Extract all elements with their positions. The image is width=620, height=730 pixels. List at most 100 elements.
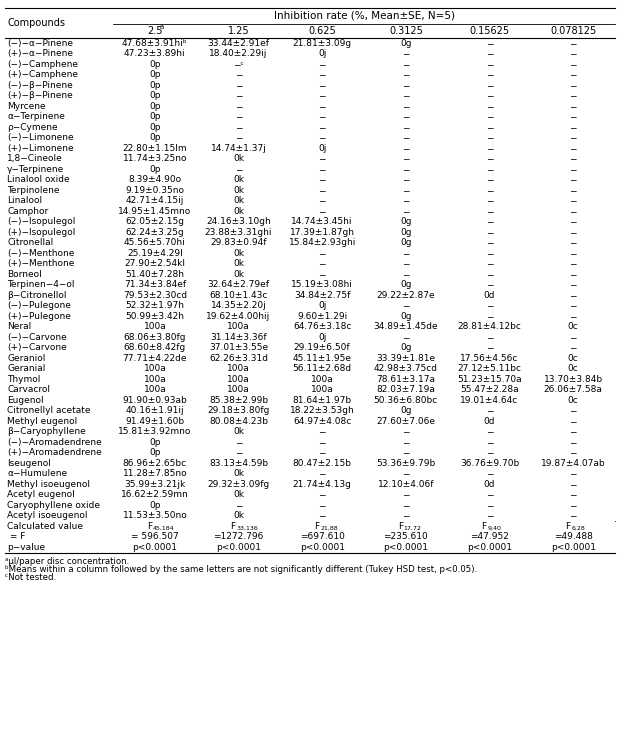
Text: 40.16±1.91ij: 40.16±1.91ij bbox=[125, 407, 184, 415]
Text: −: − bbox=[235, 123, 242, 131]
Text: −: − bbox=[235, 501, 242, 510]
Text: 34.84±2.75f: 34.84±2.75f bbox=[294, 291, 350, 300]
Text: −: − bbox=[485, 438, 494, 447]
Text: 0k: 0k bbox=[233, 259, 244, 268]
Text: Linalool oxide: Linalool oxide bbox=[7, 175, 69, 184]
Text: 0d: 0d bbox=[484, 291, 495, 300]
Text: Methyl eugenol: Methyl eugenol bbox=[7, 417, 78, 426]
Text: −: − bbox=[569, 134, 577, 142]
Text: 100a: 100a bbox=[227, 374, 250, 384]
Text: 100a: 100a bbox=[227, 322, 250, 331]
Text: −: − bbox=[319, 101, 326, 111]
Text: =49.488: =49.488 bbox=[554, 532, 593, 541]
Text: 32.64±2.79ef: 32.64±2.79ef bbox=[208, 280, 270, 289]
Text: 0.078125: 0.078125 bbox=[550, 26, 596, 36]
Text: F: F bbox=[314, 522, 319, 531]
Text: F45,184: F45,184 bbox=[136, 522, 173, 531]
Text: = 596.507: = 596.507 bbox=[131, 532, 179, 541]
Text: 100a: 100a bbox=[143, 385, 166, 394]
Text: −: − bbox=[319, 112, 326, 121]
Text: Compounds: Compounds bbox=[7, 18, 65, 28]
Text: p<0.0001: p<0.0001 bbox=[132, 542, 177, 552]
Text: −: − bbox=[485, 427, 494, 437]
Text: 0.3125: 0.3125 bbox=[389, 26, 423, 36]
Text: Geraniol: Geraniol bbox=[7, 354, 45, 363]
Text: 68.10±1.43c: 68.10±1.43c bbox=[210, 291, 268, 300]
Text: (+)−Pulegone: (+)−Pulegone bbox=[7, 312, 71, 320]
Text: 62.24±3.25g: 62.24±3.25g bbox=[125, 228, 184, 237]
Text: −: − bbox=[485, 185, 494, 195]
Text: 50.99±3.42h: 50.99±3.42h bbox=[125, 312, 184, 320]
Text: 1,8−Cineole: 1,8−Cineole bbox=[7, 154, 63, 164]
Text: (−)−Pulegone: (−)−Pulegone bbox=[7, 301, 71, 310]
Text: −: − bbox=[402, 491, 410, 499]
Text: −: − bbox=[402, 175, 410, 184]
Text: −: − bbox=[485, 238, 494, 247]
Text: −: − bbox=[485, 491, 494, 499]
Text: −: − bbox=[569, 228, 577, 237]
Text: p−value: p−value bbox=[7, 542, 45, 552]
Text: 0.15625: 0.15625 bbox=[469, 26, 510, 36]
Text: F9,40: F9,40 bbox=[477, 522, 502, 531]
Text: 81.64±1.97b: 81.64±1.97b bbox=[293, 396, 352, 404]
Text: −: − bbox=[402, 165, 410, 174]
Text: a: a bbox=[160, 24, 164, 30]
Text: 0k: 0k bbox=[233, 427, 244, 437]
Text: 0c: 0c bbox=[568, 396, 578, 404]
Text: 14.74±1.37j: 14.74±1.37j bbox=[211, 144, 267, 153]
Text: −: − bbox=[319, 491, 326, 499]
Text: −: − bbox=[569, 480, 577, 489]
Text: −: − bbox=[485, 228, 494, 237]
Text: 19.01±4.64c: 19.01±4.64c bbox=[461, 396, 518, 404]
Text: −: − bbox=[402, 154, 410, 164]
Text: −: − bbox=[569, 249, 577, 258]
Text: =697.610: =697.610 bbox=[299, 532, 345, 541]
Text: 11.53±3.50no: 11.53±3.50no bbox=[123, 511, 187, 520]
Text: 11.74±3.25no: 11.74±3.25no bbox=[123, 154, 187, 164]
Text: −: − bbox=[319, 259, 326, 268]
Text: −: − bbox=[319, 469, 326, 478]
Text: Caryophyllene oxide: Caryophyllene oxide bbox=[7, 501, 100, 510]
Text: ᶜNot tested.: ᶜNot tested. bbox=[5, 574, 56, 583]
Text: 36.76±9.70b: 36.76±9.70b bbox=[460, 458, 519, 468]
Text: ρ−Cymene: ρ−Cymene bbox=[7, 123, 58, 131]
Text: (−)−Menthone: (−)−Menthone bbox=[7, 249, 74, 258]
Text: −: − bbox=[569, 301, 577, 310]
Text: 100a: 100a bbox=[227, 364, 250, 373]
Text: p<0.0001: p<0.0001 bbox=[216, 542, 261, 552]
Text: −: − bbox=[485, 60, 494, 69]
Text: 0g: 0g bbox=[400, 280, 412, 289]
Text: 0p: 0p bbox=[149, 134, 161, 142]
Text: 45.56±5.70hi: 45.56±5.70hi bbox=[124, 238, 186, 247]
Text: F33,136: F33,136 bbox=[220, 522, 257, 531]
Text: −: − bbox=[569, 333, 577, 342]
Text: 15.84±2.93ghi: 15.84±2.93ghi bbox=[288, 238, 356, 247]
Text: Terpinolene: Terpinolene bbox=[7, 185, 60, 195]
Text: −: − bbox=[235, 91, 242, 100]
Text: 33.39±1.81e: 33.39±1.81e bbox=[376, 354, 435, 363]
Text: (+)−α−Pinene: (+)−α−Pinene bbox=[7, 49, 73, 58]
Text: 16.62±2.59mn: 16.62±2.59mn bbox=[121, 491, 188, 499]
Text: 21,88: 21,88 bbox=[320, 526, 338, 531]
Text: Terpinen−4−ol: Terpinen−4−ol bbox=[7, 280, 74, 289]
Text: 21.74±4.13g: 21.74±4.13g bbox=[293, 480, 352, 489]
Text: −: − bbox=[235, 134, 242, 142]
Text: −: − bbox=[569, 238, 577, 247]
Text: 2.5: 2.5 bbox=[147, 26, 162, 36]
Text: −: − bbox=[319, 175, 326, 184]
Text: −: − bbox=[569, 218, 577, 226]
Text: 0k: 0k bbox=[233, 154, 244, 164]
Text: 0k: 0k bbox=[233, 270, 244, 279]
Text: 17,72: 17,72 bbox=[404, 526, 422, 531]
Text: −: − bbox=[319, 185, 326, 195]
Text: −: − bbox=[569, 144, 577, 153]
Text: −: − bbox=[485, 218, 494, 226]
Text: 14.95±1.45mno: 14.95±1.45mno bbox=[118, 207, 192, 216]
Text: −: − bbox=[485, 91, 494, 100]
Text: 100a: 100a bbox=[227, 385, 250, 394]
Text: (−)−Limonene: (−)−Limonene bbox=[7, 134, 74, 142]
Text: −: − bbox=[485, 259, 494, 268]
Text: F: F bbox=[565, 522, 570, 531]
Text: −: − bbox=[569, 312, 577, 320]
Text: F: F bbox=[231, 522, 236, 531]
